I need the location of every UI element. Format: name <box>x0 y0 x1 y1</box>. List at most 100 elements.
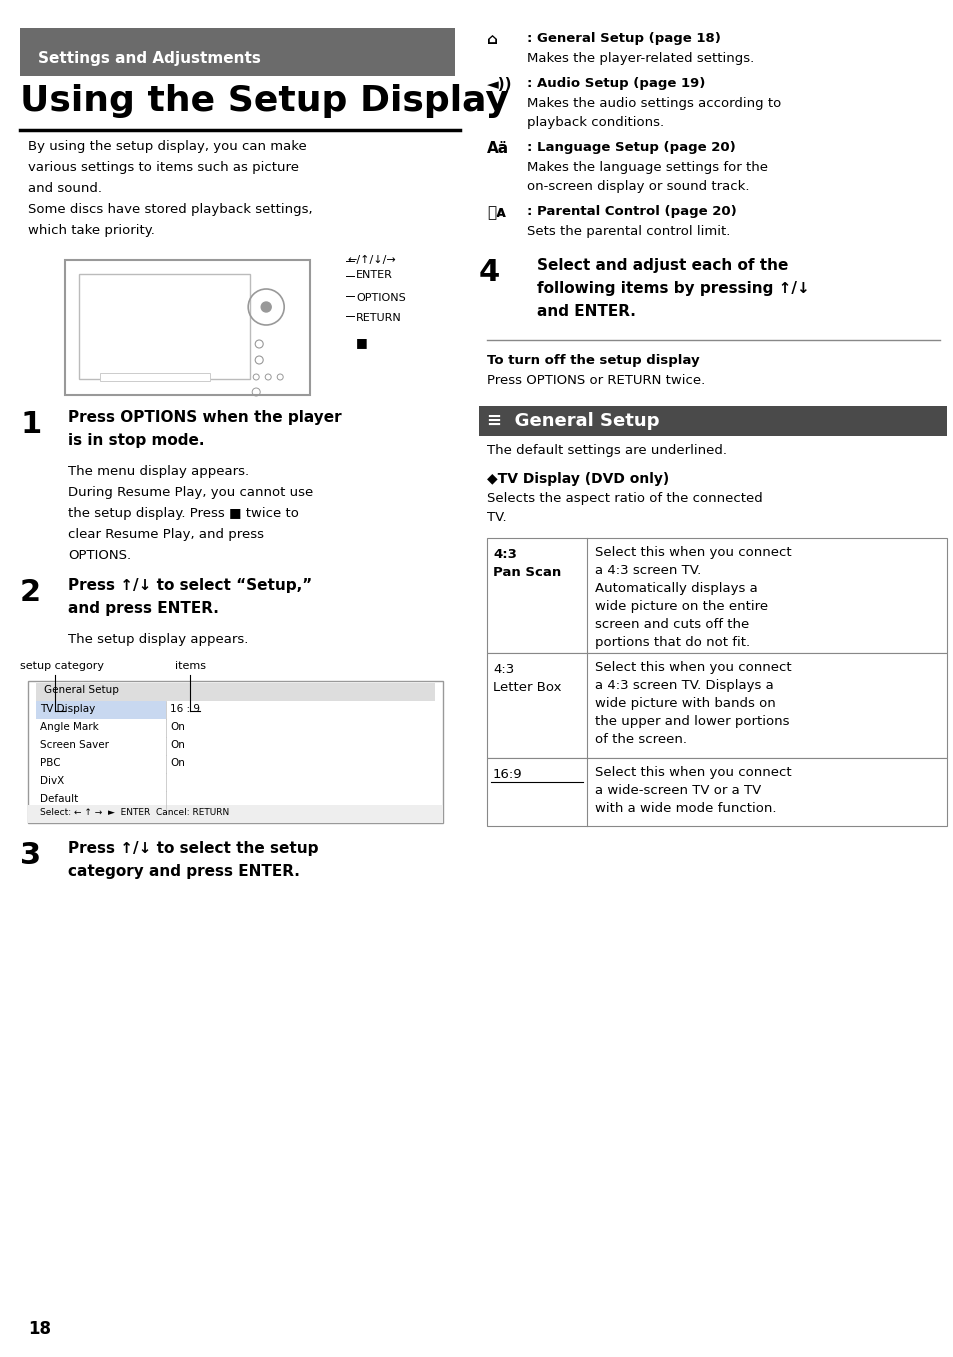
Text: ⌗ᴀ: ⌗ᴀ <box>486 205 506 220</box>
Text: General Setup: General Setup <box>44 685 119 695</box>
Text: Select this when you connect: Select this when you connect <box>595 546 791 559</box>
Text: 4: 4 <box>478 258 499 286</box>
Text: TV Display: TV Display <box>40 704 95 714</box>
Text: On: On <box>170 759 185 768</box>
Text: ◄)): ◄)) <box>486 77 512 92</box>
Text: Using the Setup Display: Using the Setup Display <box>20 84 508 118</box>
Text: RETURN: RETURN <box>355 313 401 323</box>
Text: Makes the audio settings according to: Makes the audio settings according to <box>526 96 781 110</box>
Text: Select this when you connect: Select this when you connect <box>595 661 791 674</box>
Text: the upper and lower portions: the upper and lower portions <box>595 715 789 727</box>
Text: wide picture on the entire: wide picture on the entire <box>595 600 767 613</box>
Bar <box>20 28 455 76</box>
Text: Pan Scan: Pan Scan <box>493 566 560 579</box>
Text: 3: 3 <box>20 841 41 870</box>
Text: On: On <box>170 740 185 750</box>
Text: Settings and Adjustments: Settings and Adjustments <box>38 50 260 65</box>
Text: TV.: TV. <box>486 512 506 524</box>
Bar <box>36 754 166 773</box>
Text: wide picture with bands on: wide picture with bands on <box>595 697 775 710</box>
Text: Some discs have stored playback settings,: Some discs have stored playback settings… <box>28 204 313 216</box>
Text: following items by pressing ↑/↓: following items by pressing ↑/↓ <box>537 281 809 296</box>
Bar <box>166 773 435 791</box>
Text: ⌂: ⌂ <box>486 33 497 47</box>
Text: During Resume Play, you cannot use: During Resume Play, you cannot use <box>68 486 313 499</box>
Bar <box>28 805 442 822</box>
Text: 4:3: 4:3 <box>493 664 514 676</box>
Text: 4:3: 4:3 <box>493 548 517 560</box>
Text: and sound.: and sound. <box>28 182 102 195</box>
Text: Press ↑/↓ to select “Setup,”: Press ↑/↓ to select “Setup,” <box>68 578 312 593</box>
Text: By using the setup display, you can make: By using the setup display, you can make <box>28 140 307 153</box>
Bar <box>486 537 946 653</box>
Text: Sets the parental control limit.: Sets the parental control limit. <box>526 225 730 237</box>
Text: Screen Saver: Screen Saver <box>40 740 109 750</box>
Text: the setup display. Press ■ twice to: the setup display. Press ■ twice to <box>68 508 298 520</box>
Text: The menu display appears.: The menu display appears. <box>68 465 249 478</box>
Text: Press OPTIONS or RETURN twice.: Press OPTIONS or RETURN twice. <box>486 375 704 387</box>
Text: DivX: DivX <box>40 776 64 786</box>
Text: Makes the language settings for the: Makes the language settings for the <box>526 161 767 174</box>
Text: category and press ENTER.: category and press ENTER. <box>68 864 299 879</box>
Bar <box>65 261 310 395</box>
Text: a 4:3 screen TV. Displays a: a 4:3 screen TV. Displays a <box>595 678 773 692</box>
Text: Select this when you connect: Select this when you connect <box>595 765 791 779</box>
Text: of the screen.: of the screen. <box>595 733 686 746</box>
Bar <box>166 719 435 737</box>
Text: The default settings are underlined.: The default settings are underlined. <box>486 444 726 457</box>
Text: a 4:3 screen TV.: a 4:3 screen TV. <box>595 565 700 577</box>
Text: OPTIONS.: OPTIONS. <box>68 550 131 562</box>
Text: and press ENTER.: and press ENTER. <box>68 601 218 616</box>
Text: a wide-screen TV or a TV: a wide-screen TV or a TV <box>595 784 760 797</box>
Text: ◆TV Display (DVD only): ◆TV Display (DVD only) <box>486 472 669 486</box>
Text: is in stop mode.: is in stop mode. <box>68 433 204 448</box>
Text: ■: ■ <box>355 337 367 349</box>
Text: : Parental Control (page 20): : Parental Control (page 20) <box>526 205 736 218</box>
Text: Makes the player-related settings.: Makes the player-related settings. <box>526 52 754 65</box>
Text: On: On <box>170 722 185 731</box>
Text: and ENTER.: and ENTER. <box>537 304 636 319</box>
Bar <box>36 791 166 809</box>
Text: playback conditions.: playback conditions. <box>526 115 663 129</box>
Text: : Audio Setup (page 19): : Audio Setup (page 19) <box>526 77 704 90</box>
Text: : General Setup (page 18): : General Setup (page 18) <box>526 33 720 45</box>
Text: setup category: setup category <box>20 661 104 670</box>
Text: portions that do not fit.: portions that do not fit. <box>595 636 749 649</box>
Bar <box>166 702 435 719</box>
Text: OPTIONS: OPTIONS <box>355 293 405 303</box>
Text: screen and cuts off the: screen and cuts off the <box>595 617 748 631</box>
Text: Default: Default <box>40 794 78 803</box>
Bar <box>36 737 166 754</box>
Text: ←/↑/↓/→: ←/↑/↓/→ <box>348 255 396 265</box>
Bar <box>486 653 946 759</box>
Text: Press ↑/↓ to select the setup: Press ↑/↓ to select the setup <box>68 841 318 856</box>
Text: : Language Setup (page 20): : Language Setup (page 20) <box>526 141 735 153</box>
Text: Letter Box: Letter Box <box>493 681 561 693</box>
Text: 16 : 9: 16 : 9 <box>170 704 200 714</box>
Bar <box>36 702 166 719</box>
Text: clear Resume Play, and press: clear Resume Play, and press <box>68 528 264 541</box>
Text: 1: 1 <box>20 410 41 440</box>
Text: 18: 18 <box>28 1320 51 1338</box>
Circle shape <box>261 303 271 312</box>
Text: To turn off the setup display: To turn off the setup display <box>486 354 699 366</box>
Text: 2: 2 <box>20 578 41 607</box>
Bar <box>166 791 435 809</box>
Text: The setup display appears.: The setup display appears. <box>68 632 248 646</box>
Text: Automatically displays a: Automatically displays a <box>595 582 757 594</box>
Bar <box>100 373 210 381</box>
Text: PBC: PBC <box>40 759 61 768</box>
Bar <box>478 406 946 436</box>
Bar <box>166 754 435 773</box>
Text: on-screen display or sound track.: on-screen display or sound track. <box>526 180 749 193</box>
Text: with a wide mode function.: with a wide mode function. <box>595 802 776 816</box>
Text: various settings to items such as picture: various settings to items such as pictur… <box>28 161 298 174</box>
Text: which take priority.: which take priority. <box>28 224 154 237</box>
Text: Select: ← ↑ →  ►  ENTER  Cancel: RETURN: Select: ← ↑ → ► ENTER Cancel: RETURN <box>40 807 229 817</box>
Bar <box>36 773 166 791</box>
Text: Selects the aspect ratio of the connected: Selects the aspect ratio of the connecte… <box>486 493 762 505</box>
Bar <box>28 681 442 822</box>
Text: Select and adjust each of the: Select and adjust each of the <box>537 258 787 273</box>
Bar <box>36 719 166 737</box>
Text: Angle Mark: Angle Mark <box>40 722 99 731</box>
